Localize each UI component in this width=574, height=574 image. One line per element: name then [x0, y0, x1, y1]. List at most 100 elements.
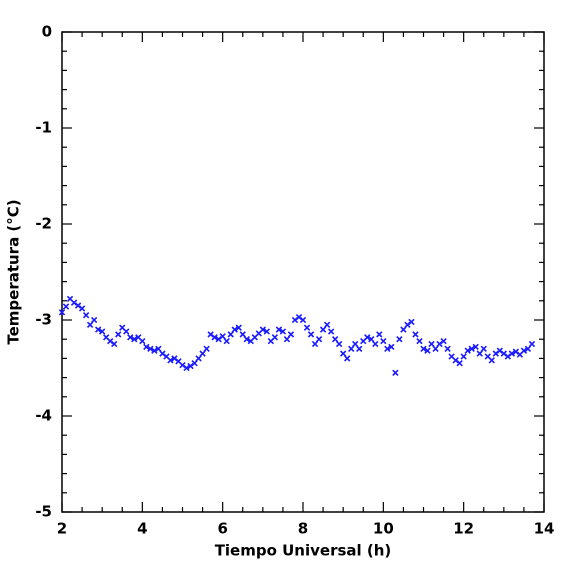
x-tick-label: 12	[453, 520, 474, 538]
point	[143, 343, 150, 351]
point	[348, 345, 355, 352]
point	[500, 350, 507, 357]
point	[167, 357, 174, 364]
point	[335, 340, 343, 348]
point	[392, 369, 399, 376]
point	[356, 345, 363, 352]
point	[107, 337, 114, 345]
point	[275, 326, 283, 333]
point	[147, 345, 154, 352]
point	[528, 340, 536, 348]
point	[287, 331, 295, 338]
point	[191, 360, 198, 367]
point	[428, 340, 435, 348]
point	[472, 343, 479, 351]
point	[219, 333, 226, 340]
point	[396, 336, 403, 343]
point	[432, 345, 439, 352]
y-tick-label: -3	[35, 311, 52, 329]
point	[195, 355, 202, 362]
point	[78, 305, 86, 312]
point	[279, 328, 287, 335]
point	[179, 361, 186, 369]
y-tick-label: -1	[35, 119, 52, 137]
y-tick-label: -5	[35, 503, 52, 521]
y-tick-label: -4	[35, 407, 52, 425]
point	[456, 360, 463, 367]
x-tick-label: 10	[373, 520, 394, 538]
point	[90, 316, 98, 324]
point	[512, 348, 520, 355]
point	[291, 316, 299, 324]
point	[94, 326, 102, 333]
point	[99, 328, 106, 335]
point	[235, 324, 242, 331]
x-axis-label: Tiempo Universal (h)	[215, 542, 392, 560]
x-tick-label: 8	[298, 520, 308, 538]
point	[123, 328, 130, 335]
point	[271, 334, 279, 341]
point	[464, 347, 471, 354]
point	[315, 336, 323, 343]
point	[504, 353, 512, 360]
point	[171, 355, 178, 362]
point	[476, 350, 483, 357]
point	[311, 340, 319, 348]
point	[62, 303, 70, 310]
point	[380, 337, 387, 345]
point	[259, 326, 266, 333]
point	[344, 355, 351, 362]
point	[86, 321, 94, 328]
point	[368, 336, 375, 343]
point	[111, 340, 118, 348]
point	[404, 321, 411, 328]
point	[139, 337, 146, 345]
point	[159, 350, 166, 357]
point	[524, 345, 532, 352]
point	[58, 309, 66, 316]
point	[295, 313, 303, 321]
point	[496, 347, 503, 354]
point	[207, 331, 214, 338]
point	[323, 321, 331, 328]
point	[352, 340, 359, 348]
point	[70, 299, 78, 306]
point	[384, 345, 391, 352]
point	[364, 334, 371, 341]
point	[372, 340, 379, 348]
point	[340, 350, 347, 357]
point	[412, 331, 419, 338]
point	[74, 302, 82, 309]
point	[223, 337, 230, 345]
point	[460, 353, 467, 360]
point	[307, 331, 315, 338]
y-axis-label: Temperatura (°C)	[5, 199, 23, 344]
point	[203, 345, 210, 352]
point	[131, 336, 138, 343]
point	[115, 331, 122, 338]
point	[199, 350, 206, 357]
point	[283, 336, 291, 343]
point	[82, 312, 90, 319]
point	[263, 328, 271, 335]
point	[231, 326, 238, 333]
point	[215, 336, 222, 343]
point	[452, 357, 459, 364]
x-tick-label: 6	[217, 520, 227, 538]
point	[420, 345, 427, 352]
point	[239, 331, 246, 338]
point	[408, 318, 415, 326]
point	[211, 334, 218, 341]
point	[416, 337, 423, 345]
point	[440, 337, 447, 345]
point	[492, 350, 499, 357]
point	[155, 345, 162, 352]
point	[299, 316, 307, 324]
point	[127, 334, 134, 341]
x-tick-label: 4	[137, 520, 147, 538]
point	[488, 357, 495, 364]
y-tick-label: -2	[35, 215, 52, 233]
point	[151, 347, 158, 354]
point	[436, 340, 443, 348]
